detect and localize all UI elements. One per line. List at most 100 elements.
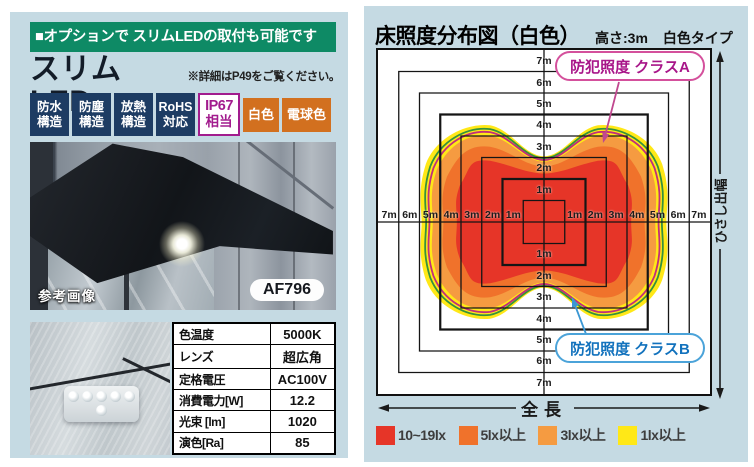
photo-caption: 参考画像 bbox=[38, 289, 96, 304]
arrow-right-icon bbox=[699, 404, 710, 412]
axis-tick-label: 1m bbox=[536, 248, 552, 261]
feature-badges-row: 防水 構造 防塵 構造 放熱 構造 RoHS 対応 IP67 相当 白色 電球色 bbox=[30, 93, 340, 136]
axis-tick-label: 6m bbox=[536, 355, 552, 368]
illuminance-chart-panel: 床照度分布図（白色） 高さ:3m 白色タイプ 1m 1m 1m 1m 2m 2m 2m 2m 3… bbox=[364, 6, 748, 462]
axis-tick-label: 3m bbox=[536, 291, 552, 304]
contour-plot bbox=[378, 50, 710, 394]
arrow-down-icon bbox=[716, 388, 724, 399]
option-header-banner: ■オプションで スリムLEDの取付も可能です bbox=[30, 22, 336, 52]
spec-value: 85 bbox=[269, 431, 336, 455]
spec-label: 色温度 bbox=[172, 322, 271, 346]
badge-text: IP67 bbox=[205, 98, 233, 115]
door-mullion bbox=[124, 239, 130, 310]
led-lens bbox=[109, 391, 121, 403]
axis-tick-label: 1m bbox=[505, 209, 521, 221]
axis-tick-label: 5m bbox=[536, 98, 552, 110]
legend-swatch bbox=[538, 425, 558, 445]
total-length-label: 全長 bbox=[521, 400, 567, 420]
legend-swatch bbox=[458, 425, 478, 445]
spec-value: 1020 bbox=[269, 410, 336, 433]
table-row: レンズ 超広角 bbox=[172, 344, 336, 369]
badge-text: 白色 bbox=[248, 106, 275, 122]
axis-tick-label: 3m bbox=[464, 209, 480, 221]
axis-tick-label: 3m bbox=[608, 209, 624, 221]
spec-value: 5000K bbox=[269, 322, 336, 346]
led-lens bbox=[95, 391, 107, 403]
led-lens bbox=[123, 391, 135, 403]
badge-text: RoHS bbox=[158, 99, 193, 114]
badge-text: 電球色 bbox=[287, 106, 327, 122]
spec-table: 色温度 5000K レンズ 超広角 定格電圧 AC100V 消費電力[W] 12.2 光束 [l… bbox=[172, 322, 336, 455]
arrow-up-icon bbox=[716, 51, 724, 62]
feature-badge: IP67 相当 bbox=[198, 93, 240, 136]
led-lens bbox=[81, 391, 93, 403]
mount-height-note: 高さ:3m bbox=[595, 30, 648, 46]
spec-label: 光束 [lm] bbox=[172, 410, 271, 433]
axis-tick-label: 6m bbox=[402, 209, 418, 221]
chart-title-row: 床照度分布図（白色） 高さ:3m 白色タイプ bbox=[375, 20, 733, 50]
illuminance-legend: 10~19lx 5lx以上 3lx以上 1lx以上 bbox=[376, 425, 686, 445]
security-class-a-label: 防犯照度 クラスA bbox=[555, 51, 705, 81]
spec-value: 12.2 bbox=[269, 389, 336, 412]
legend-label: 5lx以上 bbox=[480, 427, 526, 443]
legend-item: 5lx以上 bbox=[458, 425, 526, 445]
legend-label: 3lx以上 bbox=[560, 427, 606, 443]
table-row: 定格電圧 AC100V bbox=[172, 367, 336, 391]
axis-tick-label: 2m bbox=[485, 209, 501, 221]
legend-item: 1lx以上 bbox=[618, 425, 686, 445]
feature-badge: 白色 bbox=[243, 97, 280, 132]
spec-value: AC100V bbox=[269, 367, 336, 391]
axis-tick-label: 4m bbox=[629, 209, 645, 221]
detail-page-note: ※詳細はP49をご覧ください。 bbox=[187, 71, 341, 83]
legend-item: 10~19lx bbox=[376, 425, 446, 445]
spec-label: レンズ bbox=[172, 344, 271, 369]
axis-tick-label: 7m bbox=[381, 209, 397, 221]
table-row: 色温度 5000K bbox=[172, 322, 336, 346]
badge-text: 構造 bbox=[36, 114, 62, 129]
floor-illuminance-chart: 1m 1m 1m 1m 2m 2m 2m 2m 3m 3m 3m 3m 4m 4m 4m 4m 5m 5m 5m 5m… bbox=[376, 48, 712, 396]
led-light-glow bbox=[158, 220, 205, 267]
axis-tick-label: 2m bbox=[536, 269, 552, 282]
axis-tick-label: 3m bbox=[536, 140, 552, 153]
led-unit-closeup-photo bbox=[30, 322, 170, 455]
axis-tick-label: 4m bbox=[443, 209, 459, 221]
table-row: 消費電力[W] 12.2 bbox=[172, 389, 336, 412]
axis-tick-label: 2m bbox=[536, 162, 552, 175]
badge-text: 防塵 bbox=[78, 99, 104, 114]
axis-tick-label: 7m bbox=[536, 376, 552, 389]
spec-label: 演色[Ra] bbox=[172, 431, 271, 455]
axis-tick-label: 6m bbox=[536, 76, 552, 89]
product-info-panel: ■オプションで スリムLEDの取付も可能です スリムLED ※詳細はP49をご覧… bbox=[10, 12, 348, 458]
led-lens bbox=[67, 391, 79, 403]
feature-badge: RoHS 対応 bbox=[156, 93, 195, 136]
axis-tick-label: 4m bbox=[536, 119, 552, 132]
table-row: 演色[Ra] 85 bbox=[172, 431, 336, 455]
feature-badge: 電球色 bbox=[282, 97, 332, 132]
table-row: 光束 [lm] 1020 bbox=[172, 410, 336, 433]
led-module bbox=[63, 385, 140, 422]
eave-depth-label: ひさし出幅 bbox=[713, 178, 729, 244]
feature-badge: 放熱 構造 bbox=[114, 93, 153, 136]
spec-label: 定格電圧 bbox=[172, 367, 271, 391]
axis-tick-label: 7m bbox=[536, 55, 552, 68]
axis-tick-label: 5m bbox=[536, 334, 552, 346]
model-number-badge: AF796 bbox=[249, 279, 324, 301]
color-type-note: 白色タイプ bbox=[662, 30, 733, 46]
axis-tick-label: 6m bbox=[670, 209, 686, 221]
axis-tick-label: 1m bbox=[567, 209, 583, 221]
badge-text: 防水 bbox=[36, 99, 62, 114]
badge-text: 放熱 bbox=[120, 99, 146, 114]
legend-swatch bbox=[618, 425, 638, 445]
axis-tick-label: 5m bbox=[422, 209, 439, 221]
badge-text: 構造 bbox=[78, 114, 104, 129]
legend-label: 1lx以上 bbox=[640, 427, 686, 443]
legend-swatch bbox=[376, 425, 395, 445]
axis-tick-label: 2m bbox=[587, 209, 603, 221]
led-lens bbox=[95, 405, 107, 417]
chart-title: 床照度分布図（白色） bbox=[375, 25, 581, 48]
badge-text: 相当 bbox=[205, 114, 233, 130]
spec-label: 消費電力[W] bbox=[172, 389, 271, 412]
installation-photo: 参考画像 AF796 bbox=[30, 142, 336, 310]
security-class-b-label: 防犯照度 クラスB bbox=[555, 333, 705, 363]
axis-tick-label: 7m bbox=[691, 209, 707, 221]
